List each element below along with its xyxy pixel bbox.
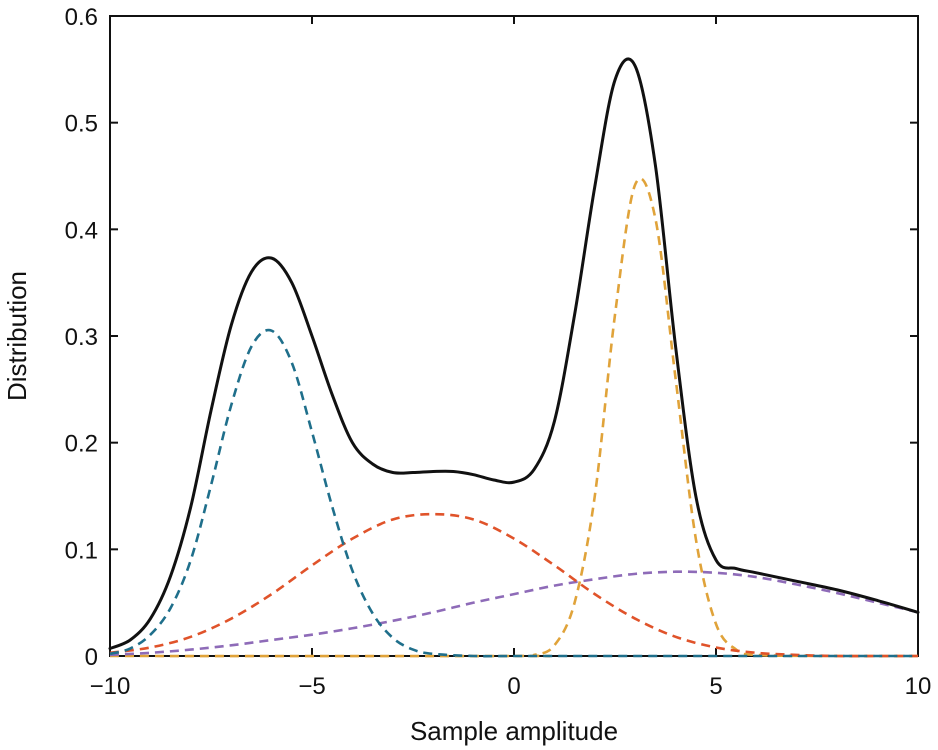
- x-tick-label: −5: [298, 673, 325, 700]
- x-axis-title: Sample amplitude: [410, 716, 618, 746]
- y-tick-label: 0.2: [65, 431, 98, 458]
- series-component-line: [109, 512, 918, 658]
- series-layer: [108, 57, 920, 658]
- x-tick-label: 10: [905, 673, 932, 700]
- y-tick-label: 0: [85, 644, 98, 671]
- y-axis-title: Distribution: [2, 271, 32, 401]
- x-tick-label: 5: [709, 673, 722, 700]
- series-component-line: [109, 570, 919, 657]
- x-tick-label: −10: [90, 673, 131, 700]
- y-tick-label: 0.1: [65, 537, 98, 564]
- y-tick-label: 0.4: [65, 217, 98, 244]
- series-total-line: [108, 57, 920, 651]
- series-component-line: [109, 328, 918, 658]
- x-tick-label: 0: [507, 673, 520, 700]
- plot-area: [109, 15, 919, 657]
- y-tick-label: 0.5: [65, 111, 98, 138]
- y-tick-label: 0.3: [65, 324, 98, 351]
- y-tick-label: 0.6: [65, 4, 98, 31]
